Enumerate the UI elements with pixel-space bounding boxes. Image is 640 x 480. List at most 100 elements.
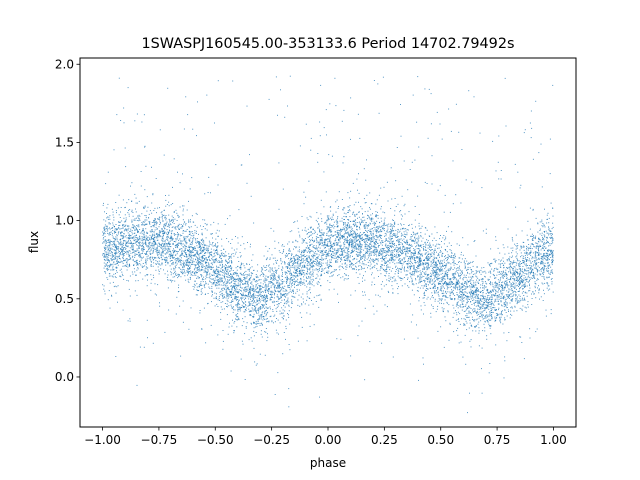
data-point	[440, 269, 442, 271]
data-point	[447, 269, 449, 271]
data-point	[211, 258, 213, 260]
data-point	[272, 279, 274, 281]
data-point	[183, 264, 185, 265]
data-point	[236, 291, 238, 293]
data-point	[294, 281, 296, 283]
data-point	[188, 255, 190, 257]
data-point	[260, 279, 262, 281]
data-point	[430, 260, 432, 262]
data-point	[237, 302, 239, 304]
data-point	[262, 304, 264, 305]
data-point	[436, 308, 438, 310]
data-point	[252, 254, 254, 256]
data-point	[407, 265, 409, 267]
data-point	[335, 201, 337, 203]
data-point	[432, 307, 434, 309]
data-point	[357, 277, 359, 278]
data-point	[514, 280, 516, 282]
data-point	[393, 230, 395, 232]
data-point	[163, 224, 165, 226]
data-point	[491, 315, 493, 317]
data-point	[205, 278, 207, 280]
data-point	[216, 261, 218, 263]
data-point	[143, 114, 145, 116]
data-point	[107, 260, 109, 262]
data-point	[171, 256, 173, 258]
data-point	[317, 256, 319, 258]
data-point	[519, 278, 521, 279]
data-point	[222, 301, 224, 303]
data-point	[174, 241, 175, 242]
data-point	[464, 267, 466, 269]
data-point	[364, 279, 366, 281]
data-point	[429, 280, 431, 282]
data-point	[180, 243, 182, 245]
data-point	[430, 278, 432, 280]
data-point	[257, 292, 259, 294]
data-point	[234, 330, 235, 332]
data-point	[375, 241, 377, 243]
data-point	[399, 230, 401, 232]
data-point	[264, 307, 266, 309]
data-point	[245, 277, 246, 279]
data-point	[489, 320, 491, 321]
data-point	[113, 219, 115, 221]
data-point	[521, 308, 523, 310]
data-point	[407, 260, 409, 262]
data-point	[355, 224, 357, 226]
data-point	[114, 245, 116, 247]
data-point	[488, 308, 490, 310]
data-point	[411, 272, 413, 274]
data-point	[167, 231, 169, 233]
data-point	[401, 239, 403, 241]
data-point	[218, 230, 220, 232]
data-point	[460, 295, 462, 297]
data-point	[126, 202, 128, 204]
data-point	[424, 181, 426, 183]
data-point	[457, 272, 459, 274]
data-point	[477, 282, 479, 284]
data-point	[434, 292, 435, 294]
data-point	[442, 272, 444, 274]
data-point	[383, 224, 385, 225]
data-point	[345, 229, 347, 231]
data-point	[342, 208, 344, 210]
data-point	[390, 208, 392, 209]
data-point	[104, 211, 105, 213]
data-point	[137, 268, 139, 270]
data-point	[316, 273, 318, 275]
data-point	[285, 325, 287, 327]
data-point	[291, 261, 292, 262]
data-point	[494, 282, 496, 284]
data-point	[463, 283, 465, 284]
data-point	[418, 271, 420, 273]
data-point	[164, 253, 166, 255]
data-point	[443, 292, 445, 294]
data-point	[454, 283, 456, 285]
data-point	[172, 218, 174, 220]
data-point	[310, 216, 312, 218]
data-point	[118, 249, 120, 251]
data-point	[364, 238, 366, 240]
data-point	[254, 296, 256, 298]
data-point	[302, 293, 304, 295]
data-point	[170, 220, 172, 222]
data-point	[324, 258, 326, 260]
data-point	[292, 279, 293, 281]
data-point	[197, 272, 198, 274]
data-point	[288, 287, 290, 288]
data-point	[179, 255, 181, 257]
data-point	[545, 315, 547, 317]
data-point	[358, 269, 360, 270]
data-point	[130, 243, 132, 245]
data-point	[411, 227, 413, 229]
data-point	[393, 235, 395, 236]
data-point	[340, 237, 342, 239]
data-point	[109, 218, 111, 220]
data-point	[387, 250, 389, 252]
data-point	[323, 234, 325, 236]
data-point	[510, 277, 512, 279]
data-point	[538, 252, 540, 254]
data-point	[103, 233, 105, 235]
data-point	[297, 263, 299, 264]
